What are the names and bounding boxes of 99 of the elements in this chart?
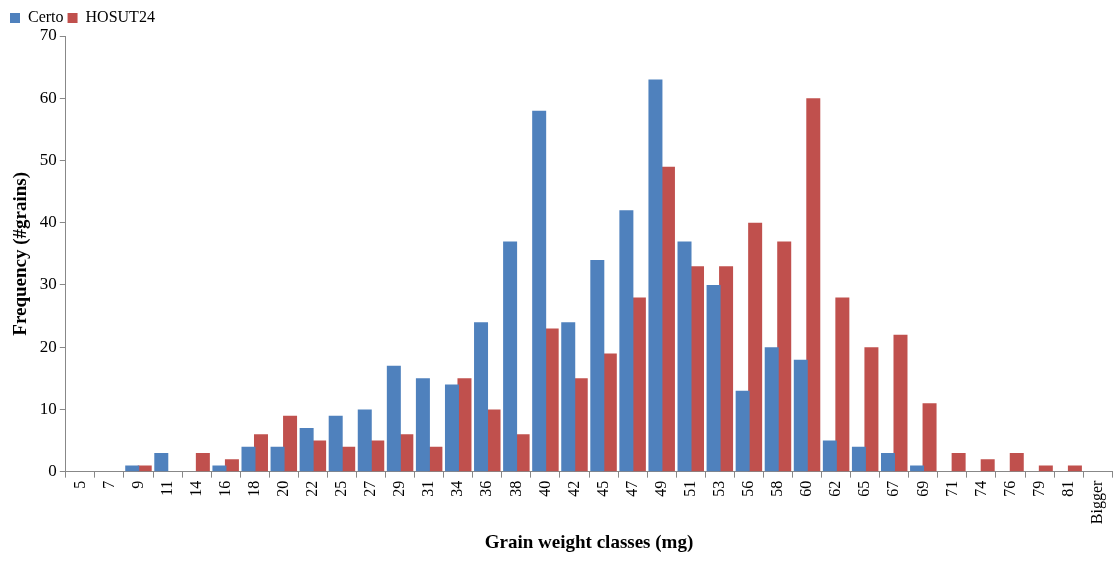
y-tick-label: 50 xyxy=(39,149,57,169)
x-tick-label: 51 xyxy=(680,480,698,497)
bar xyxy=(532,110,547,472)
bar xyxy=(328,415,343,472)
bar xyxy=(283,415,298,472)
bar xyxy=(777,241,792,472)
x-tick-label: 25 xyxy=(332,480,350,497)
bar xyxy=(706,284,721,472)
bar xyxy=(602,353,617,472)
bar xyxy=(619,210,634,472)
bar xyxy=(1067,465,1082,472)
x-tick-label: 34 xyxy=(448,480,466,497)
x-tick-label: 49 xyxy=(651,480,669,497)
x-tick-label: 62 xyxy=(826,480,844,497)
y-tick-label: 30 xyxy=(39,274,57,294)
bar xyxy=(864,347,879,472)
x-tick-label: 38 xyxy=(506,480,524,497)
y-tick-label: 70 xyxy=(39,25,57,45)
bar xyxy=(195,452,210,472)
bar xyxy=(851,446,866,472)
bar xyxy=(386,365,401,472)
x-tick-label: 53 xyxy=(710,480,728,497)
bar xyxy=(590,260,605,472)
x-tick-label: 5 xyxy=(70,480,88,489)
x-tick-label: 65 xyxy=(855,480,873,497)
x-tick-label: 56 xyxy=(739,480,757,497)
x-tick-label: 60 xyxy=(797,480,815,497)
bar xyxy=(212,465,227,472)
bar xyxy=(357,409,372,472)
y-axis-title: Frequency (#grains) xyxy=(9,171,32,336)
x-tick-label: 31 xyxy=(419,480,437,497)
x-tick-label: 11 xyxy=(157,480,175,497)
bar xyxy=(922,403,937,472)
x-tick-label: 58 xyxy=(768,480,786,497)
x-tick-label: 29 xyxy=(390,480,408,497)
bar xyxy=(951,452,966,472)
x-tick-label: 9 xyxy=(128,480,146,489)
bar xyxy=(822,440,837,472)
x-tick-label: 40 xyxy=(535,480,553,497)
bar xyxy=(735,390,750,472)
bar xyxy=(573,378,588,472)
x-tick-label: 42 xyxy=(564,480,582,497)
bar xyxy=(748,222,763,472)
bar xyxy=(1009,452,1024,472)
bar xyxy=(793,359,808,472)
bar xyxy=(880,452,895,472)
bar xyxy=(677,241,692,472)
y-tick-label: 60 xyxy=(39,87,57,107)
bar xyxy=(241,446,256,472)
bar xyxy=(515,434,530,472)
bar xyxy=(137,465,152,472)
bar xyxy=(910,465,925,472)
bar xyxy=(154,452,169,472)
x-tick-label: 76 xyxy=(1000,480,1018,497)
x-tick-label: 81 xyxy=(1058,480,1076,497)
bar xyxy=(444,384,459,472)
bar xyxy=(648,79,663,472)
y-tick-label: 0 xyxy=(48,461,57,481)
bar xyxy=(561,322,576,472)
bar xyxy=(125,465,140,472)
bar xyxy=(253,434,268,472)
x-tick-label: 79 xyxy=(1029,480,1047,497)
x-tick-label: 14 xyxy=(186,480,204,497)
x-tick-label: 16 xyxy=(215,480,233,497)
x-tick-label: 69 xyxy=(913,480,931,497)
legend-label: Certo xyxy=(28,8,64,26)
x-tick-label: 47 xyxy=(622,480,640,497)
bar xyxy=(1038,465,1053,472)
bar xyxy=(224,459,239,472)
y-tick-label: 40 xyxy=(39,212,57,232)
x-tick-label: 67 xyxy=(884,480,902,497)
x-tick-label: 7 xyxy=(99,480,117,489)
bar xyxy=(415,378,430,472)
bar xyxy=(806,98,821,472)
x-tick-label: 74 xyxy=(971,480,989,497)
x-tick-label: 22 xyxy=(303,480,321,497)
x-tick-label: 45 xyxy=(593,480,611,497)
x-tick-label: Bigger xyxy=(1087,479,1106,525)
bar xyxy=(893,334,908,472)
x-axis-title: Grain weight classes (mg) xyxy=(484,530,694,553)
bar xyxy=(980,459,995,472)
x-tick-label: 27 xyxy=(361,480,379,497)
bar xyxy=(474,322,489,472)
x-tick-label: 20 xyxy=(274,480,292,497)
bar xyxy=(503,241,518,472)
bar xyxy=(544,328,559,472)
x-tick-label: 71 xyxy=(942,480,960,497)
x-tick-label: 36 xyxy=(477,480,495,497)
bar xyxy=(631,297,646,472)
bar xyxy=(486,409,501,472)
y-tick-label: 10 xyxy=(39,398,57,418)
bar xyxy=(764,347,779,472)
bar xyxy=(299,428,314,472)
bar xyxy=(660,166,675,472)
legend-label: HOSUT24 xyxy=(85,8,155,26)
y-tick-label: 20 xyxy=(39,336,57,356)
bar xyxy=(270,446,285,472)
bar xyxy=(835,297,850,472)
x-tick-label: 18 xyxy=(244,480,262,497)
